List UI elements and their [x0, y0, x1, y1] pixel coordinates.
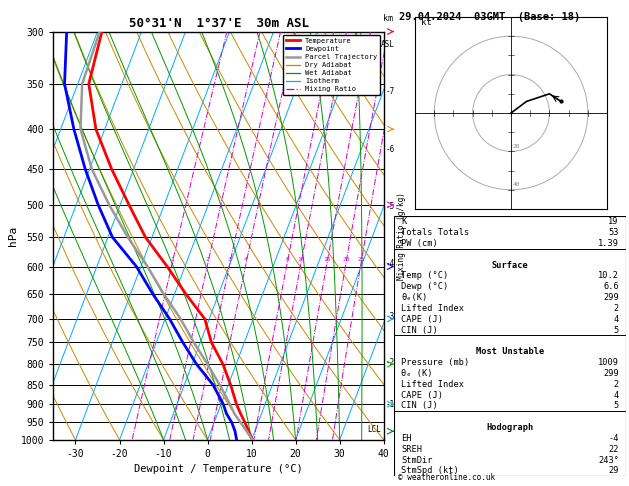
Text: 53: 53: [608, 228, 619, 237]
Text: Pressure (mb): Pressure (mb): [401, 358, 470, 367]
Text: 1.39: 1.39: [598, 239, 619, 248]
Text: 29.04.2024  03GMT  (Base: 18): 29.04.2024 03GMT (Base: 18): [399, 12, 581, 22]
Text: 299: 299: [603, 293, 619, 302]
Text: kt: kt: [421, 17, 431, 27]
Text: CAPE (J): CAPE (J): [401, 315, 443, 324]
Text: -7: -7: [386, 87, 394, 96]
Text: -2: -2: [386, 358, 394, 366]
Text: Totals Totals: Totals Totals: [401, 228, 470, 237]
Text: 15: 15: [323, 257, 331, 262]
Text: -4: -4: [608, 434, 619, 443]
Text: 4: 4: [244, 257, 248, 262]
Text: -5: -5: [386, 202, 394, 211]
Text: Lifted Index: Lifted Index: [401, 304, 464, 313]
Text: Temp (°C): Temp (°C): [401, 271, 448, 280]
Text: 4: 4: [614, 315, 619, 324]
Text: 3: 3: [228, 257, 231, 262]
Text: 19: 19: [608, 217, 619, 226]
Text: 5: 5: [614, 326, 619, 334]
Text: 1: 1: [170, 257, 174, 262]
Text: θₑ(K): θₑ(K): [401, 293, 428, 302]
Text: 6.6: 6.6: [603, 282, 619, 291]
Text: -1: -1: [386, 399, 394, 409]
Text: 10: 10: [297, 257, 304, 262]
Text: 1009: 1009: [598, 358, 619, 367]
Text: θₑ (K): θₑ (K): [401, 369, 433, 378]
Y-axis label: hPa: hPa: [8, 226, 18, 246]
Legend: Temperature, Dewpoint, Parcel Trajectory, Dry Adiabat, Wet Adiabat, Isotherm, Mi: Temperature, Dewpoint, Parcel Trajectory…: [283, 35, 380, 95]
Text: 2: 2: [614, 380, 619, 389]
Text: 40: 40: [513, 182, 520, 187]
Text: km: km: [382, 15, 392, 23]
Text: 22: 22: [608, 445, 619, 454]
Text: CIN (J): CIN (J): [401, 326, 438, 334]
Text: Surface: Surface: [492, 260, 528, 270]
Text: Lifted Index: Lifted Index: [401, 380, 464, 389]
Text: 5: 5: [614, 401, 619, 410]
Text: 8: 8: [285, 257, 289, 262]
Text: 25: 25: [357, 257, 365, 262]
Text: 243°: 243°: [598, 455, 619, 465]
Text: © weatheronline.co.uk: © weatheronline.co.uk: [398, 473, 494, 482]
Text: StmSpd (kt): StmSpd (kt): [401, 467, 459, 475]
Text: EH: EH: [401, 434, 412, 443]
Text: 299: 299: [603, 369, 619, 378]
Text: Hodograph: Hodograph: [486, 423, 534, 432]
Text: SREH: SREH: [401, 445, 422, 454]
Text: -4: -4: [386, 260, 394, 268]
Text: K: K: [401, 217, 406, 226]
Text: 20: 20: [342, 257, 350, 262]
Text: 29: 29: [608, 467, 619, 475]
X-axis label: Dewpoint / Temperature (°C): Dewpoint / Temperature (°C): [134, 465, 303, 474]
Text: LCL: LCL: [367, 425, 382, 434]
Text: ASL: ASL: [381, 40, 394, 49]
Text: PW (cm): PW (cm): [401, 239, 438, 248]
Text: 4: 4: [614, 391, 619, 399]
Text: Dewp (°C): Dewp (°C): [401, 282, 448, 291]
Text: Mixing Ratio (g/kg): Mixing Ratio (g/kg): [398, 192, 406, 279]
Text: -3: -3: [386, 312, 394, 321]
Text: StmDir: StmDir: [401, 455, 433, 465]
Text: CIN (J): CIN (J): [401, 401, 438, 410]
Title: 50°31'N  1°37'E  30m ASL: 50°31'N 1°37'E 30m ASL: [128, 17, 309, 31]
Text: -6: -6: [386, 145, 394, 154]
Text: 2: 2: [614, 304, 619, 313]
Text: 20: 20: [513, 143, 520, 149]
Text: 10.2: 10.2: [598, 271, 619, 280]
Text: 2: 2: [206, 257, 209, 262]
Text: Most Unstable: Most Unstable: [476, 347, 544, 356]
Text: CAPE (J): CAPE (J): [401, 391, 443, 399]
